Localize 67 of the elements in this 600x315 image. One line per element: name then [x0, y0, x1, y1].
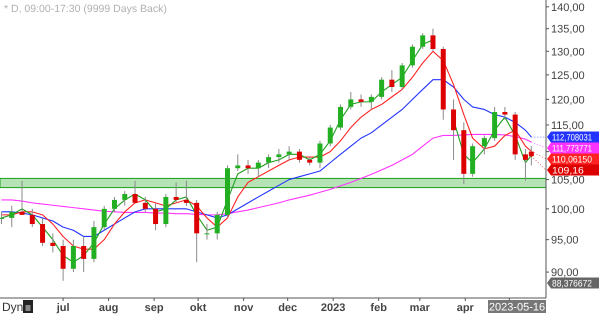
candlestick [451, 98, 456, 160]
annotation: 110,06150 [552, 154, 596, 166]
y-tick-label: 135,00 [551, 24, 585, 36]
y-tick-label: 115,00 [551, 120, 584, 132]
candlestick [153, 202, 158, 231]
candlestick [328, 124, 333, 147]
candlestick [112, 196, 117, 212]
candlestick [30, 208, 35, 228]
y-tick-label: 125,00 [551, 70, 585, 82]
candlestick [430, 28, 436, 52]
candlestick [482, 134, 487, 155]
candlestick [286, 146, 292, 160]
candlestick [9, 205, 14, 228]
candlestick [0, 211, 4, 225]
candlestick [204, 224, 210, 240]
annotation: 112,708031 [552, 132, 600, 144]
candlestick [389, 70, 394, 92]
candlestick [60, 239, 66, 282]
y-tick-label: 90,00 [551, 267, 579, 280]
y-tick-label: 130,00 [551, 46, 585, 58]
candlestick [50, 232, 56, 253]
annotation: 111,773771 [552, 144, 600, 155]
chart-title: * D, 09:00-17:30 (9999 Days Back) [4, 3, 167, 15]
x-tick-label: aug [98, 302, 118, 314]
y-tick-label: 105,00 [551, 174, 585, 187]
annotation: 109,16 [552, 166, 584, 177]
candlestick [348, 91, 354, 110]
candlestick [502, 106, 508, 120]
candlestick [400, 62, 405, 90]
candlestick [379, 76, 384, 100]
candlestick [420, 32, 426, 50]
candlestick [358, 94, 364, 108]
candlestick [338, 104, 344, 131]
candlestick [266, 154, 272, 169]
x-tick-label: nov [234, 302, 254, 314]
x-tick-label: okt [190, 302, 207, 314]
x-tick-label: apr [456, 302, 475, 314]
candlestick [410, 44, 415, 68]
candlestick [368, 94, 374, 110]
candlestick [276, 148, 282, 164]
candlestick [81, 236, 86, 273]
candlestick [317, 140, 322, 169]
x-tick-label: dec [278, 302, 298, 314]
x-tick-label: mar [410, 302, 431, 314]
candlestick [102, 205, 107, 231]
y-tick-label: 140,00 [551, 2, 585, 14]
candlestick [122, 190, 128, 206]
candlestick [40, 217, 46, 246]
y-tick-label: 100,00 [551, 204, 585, 216]
candlestick [20, 180, 25, 216]
y-tick-label: 95,00 [551, 234, 579, 247]
text: 88,376672 [552, 278, 597, 290]
candlestick [70, 239, 76, 273]
candlestick [296, 148, 302, 164]
candlestick [256, 159, 261, 178]
x-tick-label: jul [56, 302, 70, 314]
candlestick [132, 180, 138, 204]
text: 2023-05-16 [488, 302, 546, 314]
y-tick-label: 120,00 [551, 94, 585, 106]
candlestick [184, 180, 189, 206]
candlestick [142, 196, 148, 212]
x-tick-label: sep [144, 302, 164, 314]
candlestick [174, 182, 179, 204]
x-tick-label: 2023 [320, 302, 346, 314]
text: Dyn [2, 300, 24, 314]
candlestick [214, 211, 220, 240]
x-tick-label: feb [370, 302, 388, 314]
